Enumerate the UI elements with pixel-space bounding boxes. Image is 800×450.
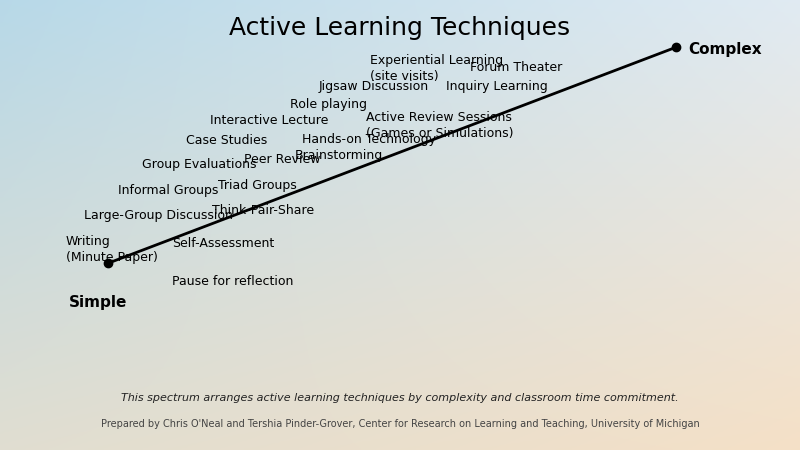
- Text: Peer Review: Peer Review: [244, 153, 321, 166]
- Text: Role playing: Role playing: [290, 98, 366, 111]
- Text: Writing
(Minute Paper): Writing (Minute Paper): [66, 235, 158, 264]
- Text: Jigsaw Discussion: Jigsaw Discussion: [318, 80, 429, 93]
- Text: Large-Group Discussion: Large-Group Discussion: [84, 210, 233, 222]
- Text: Brainstorming: Brainstorming: [294, 149, 382, 162]
- Text: Case Studies: Case Studies: [186, 134, 268, 147]
- Text: Active Review Sessions
(Games or Simulations): Active Review Sessions (Games or Simulat…: [366, 111, 514, 140]
- Text: Self-Assessment: Self-Assessment: [172, 238, 274, 250]
- Text: Think-Pair-Share: Think-Pair-Share: [212, 204, 314, 217]
- Text: Hands-on Technology: Hands-on Technology: [302, 133, 437, 146]
- Text: This spectrum arranges active learning techniques by complexity and classroom ti: This spectrum arranges active learning t…: [121, 393, 679, 403]
- Text: Pause for reflection: Pause for reflection: [172, 275, 294, 288]
- Text: Group Evaluations: Group Evaluations: [142, 158, 257, 171]
- Text: Simple: Simple: [70, 295, 127, 310]
- Text: Interactive Lecture: Interactive Lecture: [210, 114, 328, 127]
- Text: Informal Groups: Informal Groups: [118, 184, 218, 197]
- Text: Triad Groups: Triad Groups: [218, 179, 296, 192]
- Text: Prepared by Chris O'Neal and Tershia Pinder-Grover, Center for Research on Learn: Prepared by Chris O'Neal and Tershia Pin…: [101, 419, 699, 429]
- Text: Active Learning Techniques: Active Learning Techniques: [230, 16, 570, 40]
- Text: Experiential Learning
(site visits): Experiential Learning (site visits): [370, 54, 502, 83]
- Text: Inquiry Learning: Inquiry Learning: [446, 80, 548, 93]
- Text: Complex: Complex: [688, 42, 762, 57]
- Text: Forum Theater: Forum Theater: [470, 61, 562, 74]
